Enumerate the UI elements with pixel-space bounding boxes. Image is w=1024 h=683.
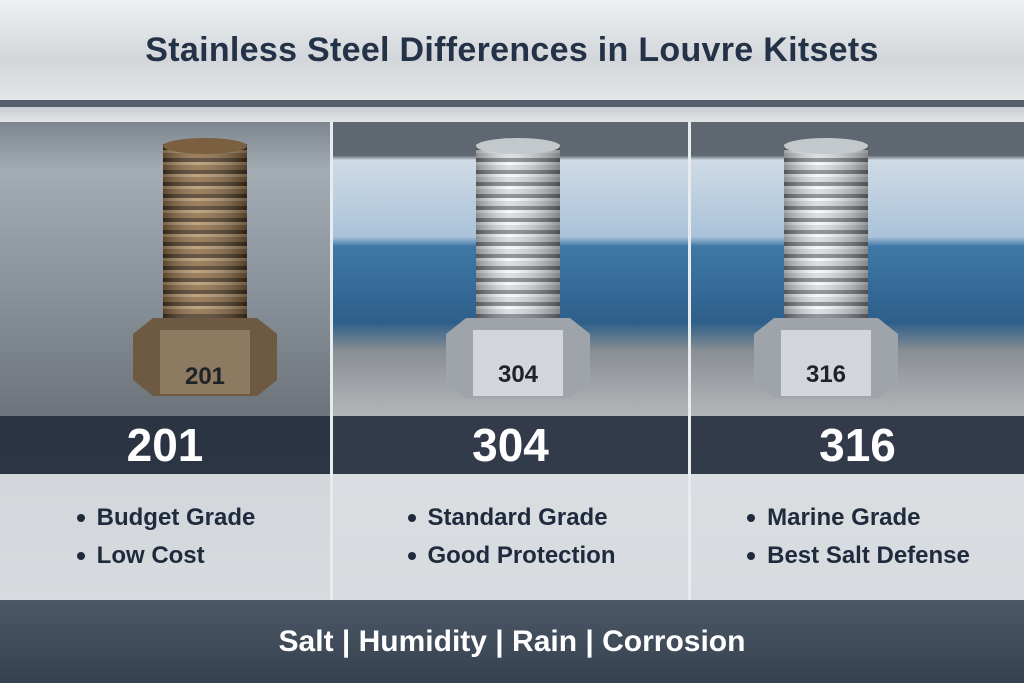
grade: 316: [819, 419, 896, 471]
divider: [330, 122, 333, 600]
bolt-stamp: 316: [806, 361, 846, 388]
title-bar: Stainless Steel Differences in Louvre Ki…: [0, 0, 1024, 100]
panel: 316 316 Marine Grade Best Salt Defense: [691, 122, 1024, 600]
feature: Low Cost: [75, 542, 256, 570]
bolt: 316: [754, 138, 898, 398]
feature: Best Salt Defense: [745, 542, 970, 570]
grade-band: 304: [333, 416, 688, 474]
feature: Standard Grade: [406, 504, 616, 532]
rail: [0, 100, 1024, 107]
panel: 201 201 Budget Grade Low Cost: [0, 122, 330, 600]
grade-band: 316: [691, 416, 1024, 474]
feature: Marine Grade: [745, 504, 970, 532]
bolt-stamp: 201: [185, 363, 225, 390]
bolt-stamp: 304: [498, 361, 539, 388]
feature: Budget Grade: [75, 504, 255, 532]
feature: Good Protection: [406, 542, 616, 570]
features: Budget Grade Low Cost: [0, 474, 330, 600]
footer-text: Salt | Humidity | Rain | Corrosion: [278, 624, 746, 658]
rail: [0, 107, 1024, 122]
title: Stainless Steel Differences in Louvre Ki…: [145, 30, 879, 69]
grade-band: 201: [0, 416, 330, 474]
divider: [688, 122, 691, 600]
features: Standard Grade Good Protection: [333, 474, 688, 600]
bolt: 304: [446, 138, 590, 398]
grade: 304: [472, 419, 549, 471]
footer: Salt | Humidity | Rain | Corrosion: [0, 600, 1024, 683]
bolt: 201: [133, 138, 277, 396]
features: Marine Grade Best Salt Defense: [691, 474, 1024, 600]
grade: 201: [126, 419, 204, 471]
panel: 304 304 Standard Grade Good Protection: [333, 122, 688, 600]
